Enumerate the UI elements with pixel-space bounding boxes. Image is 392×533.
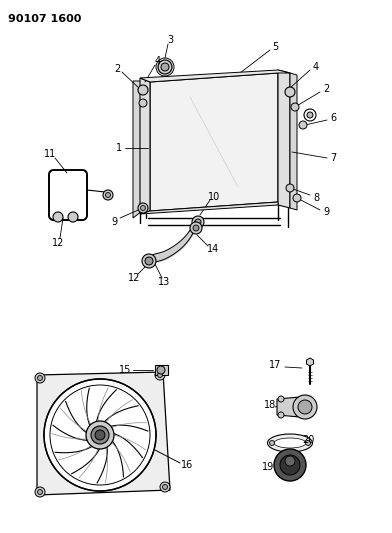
Text: 5: 5 [272,42,278,52]
Circle shape [299,121,307,129]
Circle shape [38,489,42,495]
Circle shape [142,254,156,268]
Text: 1: 1 [116,143,122,153]
Circle shape [35,373,45,383]
Circle shape [139,99,147,107]
Text: 14: 14 [207,244,219,254]
Text: 13: 13 [158,277,170,287]
Circle shape [86,421,114,449]
Text: 11: 11 [44,149,56,159]
Text: 16: 16 [181,460,193,470]
Circle shape [307,112,313,118]
Bar [155,365,168,375]
Circle shape [161,63,169,71]
Circle shape [192,216,204,228]
Ellipse shape [274,438,306,448]
Circle shape [103,190,113,200]
Polygon shape [150,73,278,211]
Text: 9: 9 [323,207,329,217]
Polygon shape [140,78,150,214]
Circle shape [158,60,172,74]
Text: 17: 17 [269,360,281,370]
Text: 12: 12 [128,273,140,283]
Circle shape [286,184,294,192]
Text: 2: 2 [114,64,120,74]
Circle shape [35,487,45,497]
Circle shape [157,366,165,374]
Circle shape [305,440,310,446]
Text: 4: 4 [155,56,161,66]
Text: 90107 1600: 90107 1600 [8,14,82,24]
Polygon shape [37,372,170,495]
Circle shape [68,212,78,222]
Text: 19: 19 [262,462,274,472]
Polygon shape [140,70,290,82]
Polygon shape [290,73,297,210]
Text: 3: 3 [167,35,173,45]
Circle shape [274,449,306,481]
Polygon shape [140,202,278,214]
Text: 9: 9 [111,217,117,227]
Circle shape [91,426,109,444]
Circle shape [38,376,42,381]
Circle shape [298,400,312,414]
Text: 20: 20 [302,435,314,445]
Polygon shape [278,70,290,208]
Circle shape [105,192,111,198]
Circle shape [158,373,163,377]
Circle shape [285,456,295,466]
Circle shape [293,194,301,202]
Circle shape [53,212,63,222]
Text: 6: 6 [330,113,336,123]
Circle shape [44,379,156,491]
Circle shape [138,203,148,213]
Circle shape [160,482,170,492]
Circle shape [193,225,199,231]
Circle shape [280,455,300,475]
Circle shape [190,222,202,234]
Polygon shape [307,358,314,366]
Circle shape [95,430,105,440]
Circle shape [269,440,274,446]
Text: 15: 15 [119,365,131,375]
Ellipse shape [267,434,312,452]
Text: 2: 2 [323,84,329,94]
Text: 10: 10 [208,192,220,202]
Text: 12: 12 [52,238,64,248]
Text: 8: 8 [313,193,319,203]
Circle shape [285,87,295,97]
Polygon shape [133,81,142,218]
Circle shape [155,370,165,380]
Circle shape [278,412,284,418]
FancyBboxPatch shape [58,178,78,207]
Circle shape [278,396,284,402]
Text: 7: 7 [330,153,336,163]
Polygon shape [277,397,300,417]
Circle shape [138,85,148,95]
Circle shape [145,257,153,265]
Circle shape [293,395,317,419]
Text: 18: 18 [264,400,276,410]
Text: 4: 4 [313,62,319,72]
Circle shape [163,484,167,489]
Circle shape [140,206,145,211]
Circle shape [291,103,299,111]
Circle shape [195,219,201,225]
